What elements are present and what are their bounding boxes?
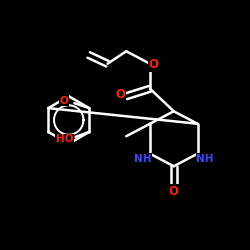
- Text: HO: HO: [56, 134, 73, 144]
- Text: O: O: [115, 88, 125, 102]
- Text: NH: NH: [196, 154, 214, 164]
- Text: O: O: [149, 58, 159, 71]
- Text: NH: NH: [134, 154, 151, 164]
- Text: O: O: [169, 185, 179, 198]
- Text: O: O: [60, 96, 69, 106]
